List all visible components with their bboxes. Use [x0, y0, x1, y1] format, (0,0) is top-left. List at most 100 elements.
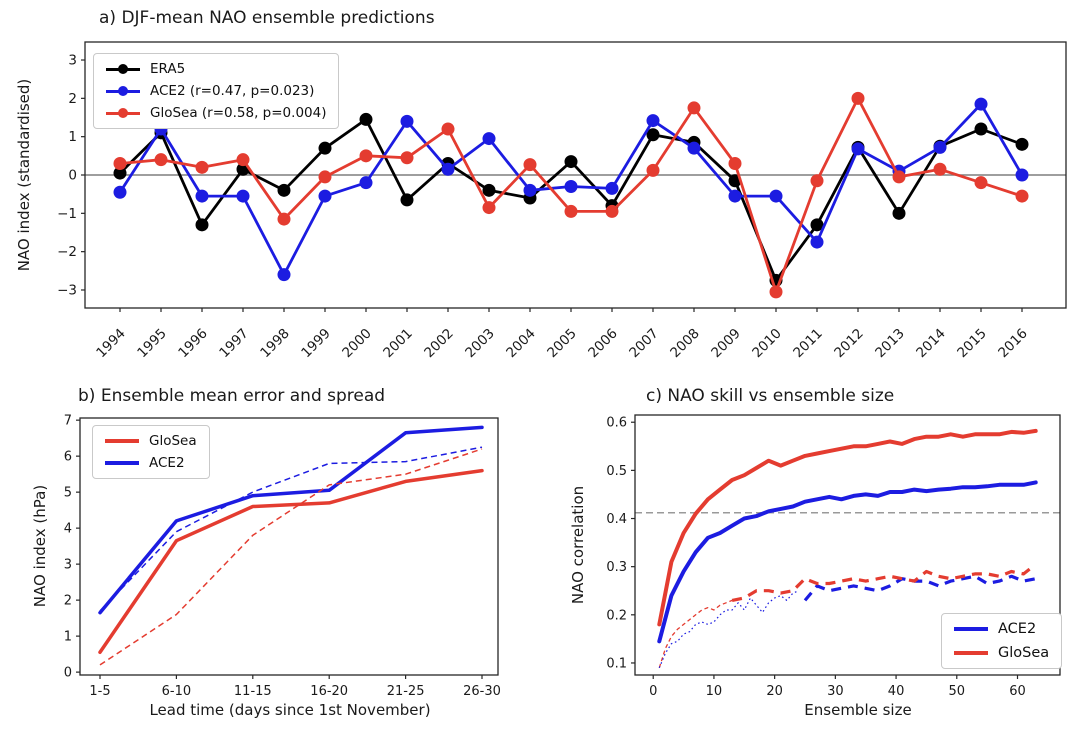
svg-text:1: 1	[68, 129, 77, 145]
series-ace2-marker	[400, 114, 414, 128]
svg-text:4: 4	[64, 522, 72, 537]
series-ace2-marker	[236, 189, 250, 203]
series-glosea-marker	[974, 176, 988, 190]
svg-text:2010: 2010	[749, 326, 785, 362]
panel-c-title: c) NAO skill vs ensemble size	[646, 386, 895, 406]
series-glosea-marker	[441, 122, 455, 136]
svg-text:1997: 1997	[216, 326, 252, 362]
svg-text:2015: 2015	[954, 326, 990, 362]
svg-text:2014: 2014	[913, 326, 949, 362]
svg-text:2006: 2006	[585, 326, 621, 362]
svg-text:2000: 2000	[339, 326, 375, 362]
series-ace2-marker	[646, 114, 660, 128]
svg-text:2012: 2012	[831, 326, 867, 362]
series-ace2-marker	[113, 185, 127, 199]
series-ace2-marker	[974, 97, 988, 111]
svg-text:26-30: 26-30	[463, 684, 501, 699]
svg-text:2: 2	[64, 594, 72, 609]
svg-text:1999: 1999	[298, 326, 334, 362]
series-era5-marker	[400, 193, 414, 207]
series-ace2-marker	[687, 141, 701, 155]
svg-text:2002: 2002	[421, 326, 457, 362]
panel-a-title: a) DJF-mean NAO ensemble predictions	[99, 8, 435, 28]
series-glosea-spread-line	[99, 448, 483, 666]
legend-line-swatch	[105, 435, 139, 448]
svg-text:16-20: 16-20	[310, 684, 348, 699]
series-ace2-skill-line	[657, 480, 1038, 644]
series-ace2-marker	[318, 189, 332, 203]
series-glosea-marker	[687, 101, 701, 115]
svg-text:2008: 2008	[667, 326, 703, 362]
svg-text:1994: 1994	[93, 326, 129, 362]
series-glosea-marker	[605, 204, 619, 218]
legend-label: GloSea	[998, 645, 1050, 661]
svg-text:2011: 2011	[790, 326, 826, 362]
legend-line-swatch	[105, 457, 139, 470]
svg-text:30: 30	[827, 684, 844, 699]
svg-text:2005: 2005	[544, 326, 580, 362]
series-ace2-marker	[195, 189, 209, 203]
legend-line-swatch	[106, 85, 140, 98]
legend-label: ACE2	[998, 621, 1037, 637]
legend-item: GloSea (r=0.58, p=0.004)	[106, 105, 326, 121]
legend-label: GloSea	[149, 433, 197, 449]
svg-text:60: 60	[1009, 684, 1026, 699]
svg-text:1996: 1996	[175, 326, 211, 362]
series-glosea-marker	[646, 163, 660, 177]
legend-line-swatch	[954, 647, 988, 660]
series-ace2-spread-skill-line	[803, 574, 1037, 602]
legend-label: ACE2 (r=0.47, p=0.023)	[150, 83, 315, 99]
svg-text:40: 40	[888, 684, 905, 699]
series-glosea-marker	[113, 157, 127, 171]
svg-text:0.2: 0.2	[606, 608, 627, 623]
series-glosea-marker	[851, 91, 865, 105]
series-glosea-marker	[933, 162, 947, 176]
svg-text:0.3: 0.3	[606, 560, 627, 575]
svg-text:0: 0	[649, 684, 657, 699]
legend-line-swatch	[954, 623, 988, 636]
svg-text:6: 6	[64, 450, 72, 465]
series-glosea-marker	[400, 151, 414, 165]
series-ace2-marker	[523, 183, 537, 197]
panel-c-legend: ACE2 GloSea	[941, 613, 1063, 669]
svg-text:2007: 2007	[626, 326, 662, 362]
series-glosea-error-line	[98, 468, 484, 655]
svg-text:20: 20	[766, 684, 783, 699]
panel-b-ylabel: NAO index (hPa)	[31, 484, 49, 608]
svg-text:−2: −2	[57, 244, 77, 260]
panel-a-ylabel: NAO index (standardised)	[15, 78, 33, 272]
svg-text:21-25: 21-25	[387, 684, 425, 699]
series-glosea-marker	[728, 157, 742, 171]
series-era5-marker	[974, 122, 988, 136]
series-era5-marker	[810, 218, 824, 232]
panel-a-legend: ERA5 ACE2 (r=0.47, p=0.023) GloSea (r=0.58…	[93, 53, 340, 129]
svg-text:0: 0	[68, 168, 77, 184]
svg-text:0: 0	[64, 666, 72, 681]
svg-text:0.1: 0.1	[606, 656, 627, 671]
series-ace2-marker	[441, 162, 455, 176]
series-glosea-marker	[523, 158, 537, 172]
legend-line-swatch	[106, 107, 140, 120]
svg-text:1: 1	[64, 630, 72, 645]
series-era5-marker	[646, 128, 660, 142]
series-ace2-spread-line	[99, 446, 483, 612]
svg-text:3: 3	[64, 558, 72, 573]
series-era5-marker	[277, 183, 291, 197]
panel-c-ylabel: NAO correlation	[569, 485, 587, 605]
legend-line-swatch	[106, 63, 140, 76]
series-glosea-marker	[892, 170, 906, 184]
series-ace2-marker	[277, 268, 291, 282]
svg-text:0.4: 0.4	[606, 512, 627, 527]
series-ace2-marker	[810, 235, 824, 249]
series-glosea-skill-line	[657, 428, 1038, 627]
legend-label: GloSea (r=0.58, p=0.004)	[150, 105, 327, 121]
legend-item: ACE2	[954, 621, 1049, 637]
svg-text:2013: 2013	[872, 326, 908, 362]
legend-item: ACE2 (r=0.47, p=0.023)	[106, 83, 326, 99]
series-era5-marker	[113, 166, 127, 180]
panel-c-xlabel: Ensemble size	[804, 701, 912, 719]
series-ace2-marker	[851, 142, 865, 156]
svg-text:6-10: 6-10	[162, 684, 192, 699]
legend-item: ERA5	[106, 61, 326, 77]
